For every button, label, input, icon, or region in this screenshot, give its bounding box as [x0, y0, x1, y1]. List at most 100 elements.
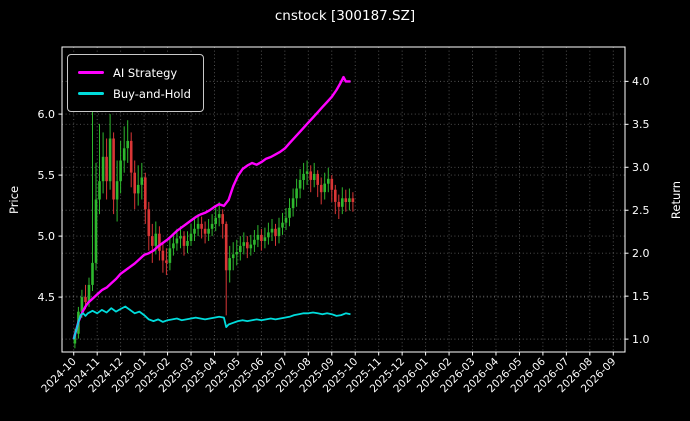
- buy-and-hold-line: [72, 305, 351, 340]
- return-tick-label: 1.0: [632, 333, 650, 346]
- candle-body: [98, 181, 101, 200]
- candle-body: [239, 245, 242, 252]
- candle-body: [281, 222, 284, 228]
- return-axis-label: Return: [669, 180, 683, 220]
- chart-title: cnstock [300187.SZ]: [274, 8, 416, 24]
- candle-body: [284, 217, 288, 223]
- candle-body: [277, 227, 281, 237]
- candle-body: [91, 262, 94, 285]
- candle-body: [175, 238, 179, 244]
- candle-body: [263, 237, 267, 241]
- candle-body: [256, 234, 260, 240]
- candle-body: [351, 198, 355, 202]
- candle-body: [253, 239, 256, 245]
- candle-body: [316, 173, 319, 185]
- ai-strategy-line: [72, 75, 351, 340]
- return-tick-label: 4.0: [632, 75, 650, 88]
- left-tick-labels: 4.5 5.0 5.5 6.0: [38, 108, 56, 304]
- candle-body: [302, 173, 305, 180]
- candle-body: [231, 254, 235, 259]
- candle-body: [298, 180, 302, 189]
- candle-body: [274, 228, 277, 237]
- return-tick-label: 2.5: [632, 204, 650, 217]
- candle-body: [295, 188, 298, 199]
- candle-body: [151, 236, 154, 246]
- candle-body: [158, 233, 161, 251]
- legend-label: AI Strategy: [113, 65, 178, 80]
- candle-body: [348, 198, 351, 202]
- candle-body: [193, 228, 196, 234]
- legend: AI Strategy Buy-and-Hold: [67, 54, 204, 112]
- candle-body: [323, 183, 326, 193]
- candle-body: [84, 297, 87, 302]
- candle-body: [133, 172, 136, 194]
- candle-body: [182, 236, 186, 246]
- candle-body: [203, 228, 207, 234]
- candle-body: [235, 252, 239, 255]
- candle-body: [165, 260, 168, 263]
- candle-body: [334, 189, 337, 202]
- x-tick-labels: 2024-102024-112024-122025-012025-022025-…: [39, 355, 618, 395]
- candle-body: [129, 140, 133, 173]
- return-tick-label: 3.0: [632, 161, 650, 174]
- candle-body: [224, 223, 228, 271]
- price-tick-label: 5.0: [38, 230, 56, 243]
- candle-body: [87, 284, 91, 302]
- candle-body: [242, 242, 246, 246]
- candle-body: [105, 156, 108, 182]
- legend-item-ai-strategy: AI Strategy: [78, 62, 191, 83]
- candle-body: [327, 178, 330, 184]
- candle-body: [189, 233, 193, 241]
- return-tick-label: 3.5: [632, 118, 650, 131]
- ai-strategy-line-swatch: [78, 70, 104, 75]
- tick-marks: [58, 80, 629, 356]
- grid-lines: [62, 47, 625, 352]
- buy-and-hold-line-swatch: [78, 91, 104, 96]
- candle-body: [101, 156, 105, 182]
- candle-body: [312, 173, 316, 180]
- candle-body: [214, 217, 217, 224]
- candle-body: [200, 223, 203, 229]
- candle-body: [267, 232, 270, 238]
- candle-body: [126, 140, 129, 149]
- candle-body: [172, 243, 175, 249]
- right-tick-labels: 1.0 1.5 2.0 2.5 3.0 3.5 4.0: [632, 75, 650, 346]
- candle-body: [154, 233, 158, 246]
- candle-body: [249, 244, 253, 249]
- price-axis-label: Price: [7, 185, 21, 215]
- candle-body: [305, 171, 309, 174]
- candle-body: [115, 181, 119, 200]
- candle-body: [196, 223, 200, 229]
- candle-body: [221, 214, 224, 224]
- candle-body: [341, 198, 344, 207]
- candle-body: [288, 208, 291, 218]
- candle-body: [260, 234, 263, 241]
- candle-body: [168, 248, 172, 263]
- candle-body: [147, 209, 151, 237]
- candle-body: [112, 138, 115, 200]
- candle-body: [207, 228, 210, 234]
- candle-body: [309, 171, 312, 180]
- candle-body: [228, 258, 231, 271]
- candle-body: [330, 178, 334, 190]
- candle-body: [291, 198, 295, 209]
- price-tick-label: 6.0: [38, 108, 56, 121]
- candle-body: [270, 228, 274, 233]
- candle-body: [161, 250, 165, 261]
- candle-body: [108, 138, 112, 182]
- candle-body: [344, 198, 348, 202]
- candle-body: [136, 184, 140, 194]
- price-tick-label: 5.5: [38, 169, 56, 182]
- price-tick-label: 4.5: [38, 291, 56, 304]
- return-tick-label: 1.5: [632, 290, 650, 303]
- candle-body: [144, 177, 147, 210]
- candle-body: [319, 184, 323, 193]
- candle-body: [80, 297, 84, 312]
- candle-body: [94, 199, 98, 263]
- axes-frame: [61, 46, 626, 353]
- candle-body: [119, 160, 122, 182]
- candle-body: [122, 148, 126, 161]
- candle-body: [186, 241, 189, 246]
- legend-label: Buy-and-Hold: [113, 86, 191, 101]
- return-tick-label: 2.0: [632, 247, 650, 260]
